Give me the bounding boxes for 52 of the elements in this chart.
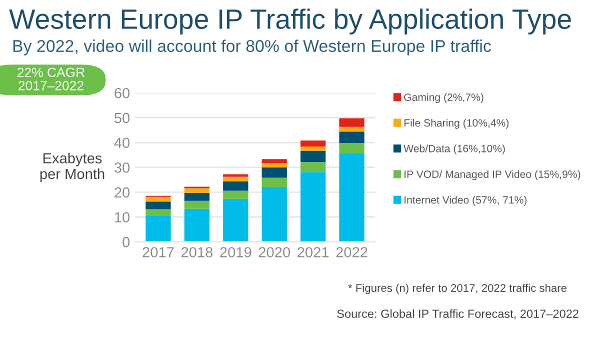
y-tick-label: 10 [115, 212, 130, 222]
chart-subtitle: By 2022, video will account for 80% of Western Europe IP traffic [13, 40, 491, 56]
y-tick-label: 50 [114, 112, 130, 124]
x-tick-label: 2020 [258, 247, 290, 258]
bar [223, 176, 248, 182]
legend-label: Gaming (2%,7%) [404, 93, 484, 104]
source-note: Source: Global IP Traffic Forecast, 2017–2022 [337, 309, 578, 320]
y-tick-label: 0 [122, 236, 130, 248]
bar [300, 146, 326, 151]
text: 22% CAGR 2017–2022 [18, 68, 84, 90]
bar [184, 188, 210, 193]
x-tick-label: 2021 [298, 247, 329, 258]
bar [339, 118, 364, 127]
bar [262, 186, 287, 242]
bar [339, 132, 364, 144]
bar [223, 174, 248, 177]
bar [300, 172, 326, 242]
legend-label: File Sharing (10%,4%) [404, 118, 509, 129]
bar [184, 208, 210, 242]
x-tick-label: 2019 [220, 247, 252, 258]
bar [300, 162, 326, 172]
y-axis-title: Exabytes per Month [40, 152, 104, 182]
y-tick-label: 30 [114, 162, 130, 173]
x-tick-label: 2017 [142, 247, 174, 258]
text: * Figures (n) refer to 2017, 2022 traffic share [348, 284, 567, 294]
bar [146, 196, 171, 202]
bar [184, 200, 210, 209]
y-tick-label: 60 [114, 88, 130, 98]
bar [184, 192, 210, 201]
bar [146, 209, 171, 216]
bar [300, 140, 326, 147]
bar [223, 198, 248, 242]
bar [146, 202, 171, 210]
bar [339, 143, 364, 154]
x-tick-label: 2022 [336, 247, 368, 258]
x-tick-label: 2018 [181, 247, 213, 258]
legend-label: IP VOD/ Managed IP Video (15%,9%) [404, 170, 580, 180]
bar [262, 167, 287, 178]
bar [223, 190, 248, 199]
bar [300, 150, 326, 162]
bar [146, 216, 171, 242]
bar [339, 126, 364, 132]
bar [262, 178, 287, 187]
bar [262, 163, 287, 168]
bar [223, 181, 248, 191]
legend-label: Web/Data (16%,10%) [404, 144, 505, 154]
legend-label: Internet Video (57%, 71%) [404, 196, 527, 206]
chart-title: Western Europe IP Traffic by Application Type [9, 8, 571, 34]
bar [262, 159, 287, 164]
y-tick-label: 20 [114, 187, 130, 198]
y-tick-label: 40 [114, 138, 130, 148]
bar [339, 153, 364, 242]
